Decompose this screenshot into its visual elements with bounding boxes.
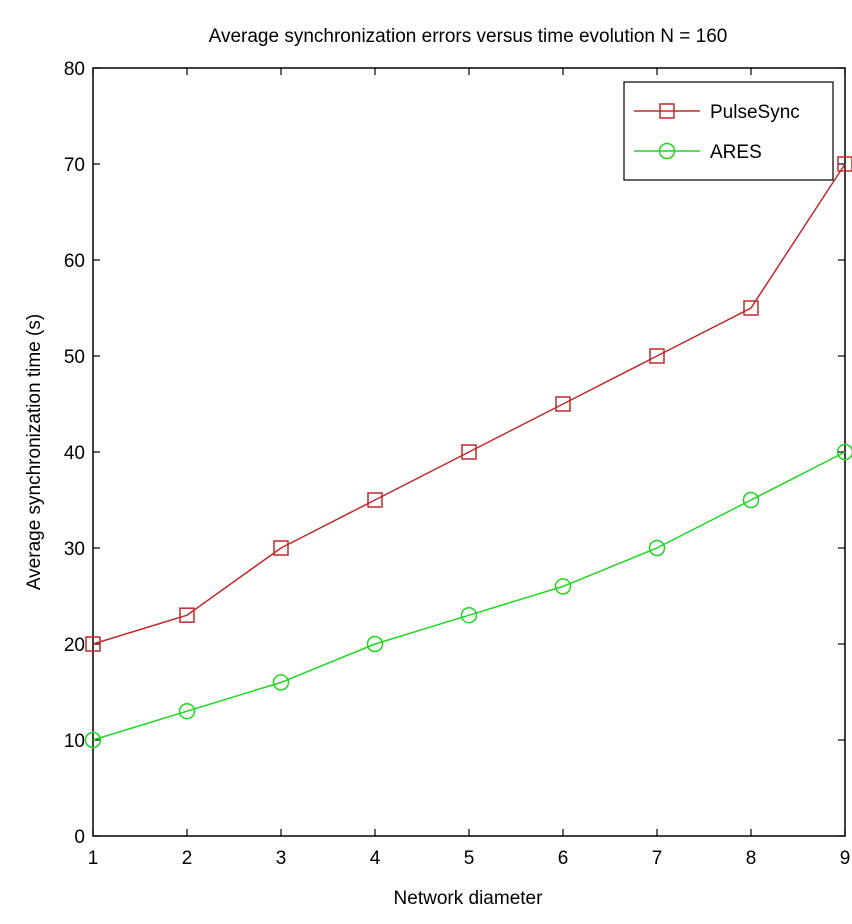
y-tick-label: 80 [64, 59, 85, 80]
x-tick-label: 3 [276, 848, 287, 869]
y-tick-label: 0 [74, 827, 85, 848]
legend: PulseSync ARES [624, 82, 833, 180]
y-tick-label: 30 [64, 539, 85, 560]
x-tick-label: 1 [88, 848, 99, 869]
x-tick-label: 9 [840, 848, 851, 869]
y-tick-label: 40 [64, 443, 85, 464]
x-tick-label: 2 [182, 848, 193, 869]
chart-title: Average synchronization errors versus ti… [209, 26, 728, 47]
x-tick-label: 7 [652, 848, 663, 869]
y-tick-label: 60 [64, 251, 85, 272]
y-axis-label: Average synchronization time (s) [24, 314, 45, 590]
y-tick-label: 10 [64, 731, 85, 752]
x-axis-label: Network diameter [394, 888, 544, 909]
x-tick-label: 4 [370, 848, 381, 869]
legend-label-ares: ARES [710, 142, 762, 163]
y-tick-label: 20 [64, 635, 85, 656]
legend-label-pulsesync: PulseSync [710, 102, 800, 123]
y-tick-label: 50 [64, 347, 85, 368]
x-tick-label: 5 [464, 848, 475, 869]
y-tick-label: 70 [64, 155, 85, 176]
x-tick-label: 8 [746, 848, 757, 869]
x-tick-label: 6 [558, 848, 569, 869]
legend-box [624, 82, 833, 180]
